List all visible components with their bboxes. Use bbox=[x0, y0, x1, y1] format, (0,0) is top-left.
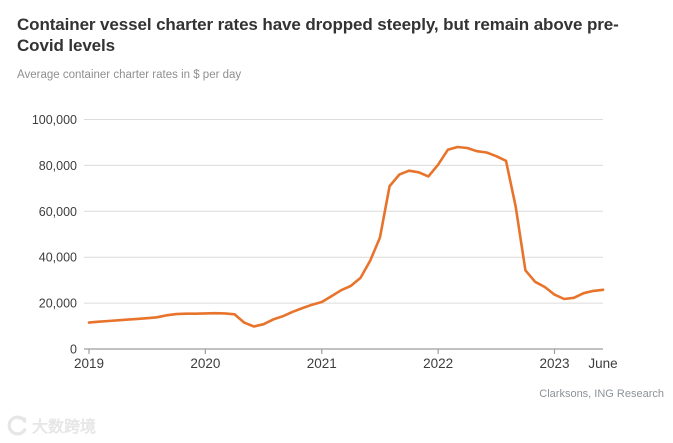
source-credit: Clarksons, ING Research bbox=[539, 388, 664, 400]
charter-rate-series-line bbox=[87, 145, 605, 328]
y-axis-label: 80,000 bbox=[39, 159, 77, 173]
x-axis-label: 2021 bbox=[307, 356, 337, 371]
watermark-text: 大数跨境 bbox=[32, 419, 97, 436]
x-axis-label: 2019 bbox=[74, 356, 104, 371]
y-axis-label: 20,000 bbox=[39, 297, 77, 311]
watermark: 大数跨境 bbox=[6, 413, 96, 437]
y-axis-label: 0 bbox=[70, 343, 77, 357]
charter-rates-line-chart: 0 20,000 40,000 60,000 80,000 100,000 2019 2020… bbox=[32, 113, 618, 371]
x-axis-label: 2022 bbox=[423, 356, 453, 371]
x-axis-label: 2020 bbox=[190, 356, 220, 371]
watermark-logo-icon bbox=[7, 415, 27, 435]
x-axis-label: 2023 bbox=[539, 356, 569, 371]
x-axis-label: June bbox=[588, 356, 617, 371]
y-axis-label: 40,000 bbox=[39, 251, 77, 265]
chart-subtitle: Average container charter rates in $ per… bbox=[17, 69, 242, 81]
y-axis-label: 60,000 bbox=[39, 205, 77, 219]
y-axis-label: 100,000 bbox=[32, 113, 77, 127]
chart-title: Container vessel charter rates have drop… bbox=[17, 15, 619, 55]
